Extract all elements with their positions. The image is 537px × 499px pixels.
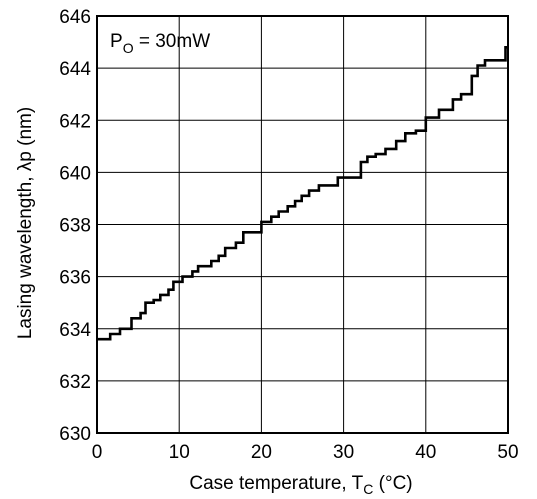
grid-lines <box>97 16 508 433</box>
annotation-prefix: P <box>110 31 123 52</box>
x-tick-label: 40 <box>415 442 436 463</box>
x-tick-label: 30 <box>333 442 354 463</box>
annotation-suffix: = 30mW <box>134 31 211 52</box>
series-line-0 <box>97 45 508 341</box>
x-tick-label: 0 <box>92 442 103 463</box>
x-tick-label: 10 <box>169 442 190 463</box>
x-tick-labels: 0 10 20 30 40 50 <box>92 442 519 463</box>
y-tick-label: 638 <box>59 216 91 237</box>
x-axis-title-unit: (°C) <box>373 473 412 494</box>
x-tick-label: 20 <box>251 442 272 463</box>
x-axis-title: Case temperature, TC (°C) <box>189 473 412 497</box>
x-axis-title-subscript: C <box>363 481 373 497</box>
y-tick-label: 632 <box>59 372 91 393</box>
y-tick-label: 636 <box>59 268 91 289</box>
power-annotation: PO = 30mW <box>110 31 210 56</box>
y-tick-label: 634 <box>59 320 91 341</box>
y-tick-labels: 630 632 634 636 638 640 642 644 646 <box>59 7 91 445</box>
plot-frame <box>96 15 509 434</box>
annotation-subscript: O <box>123 40 134 56</box>
y-tick-label: 640 <box>59 163 91 184</box>
x-tick-label: 50 <box>497 442 518 463</box>
y-tick-label: 630 <box>59 424 91 445</box>
y-axis-title: Lasing wavelength, λp (nm) <box>15 107 36 339</box>
series-layer <box>97 45 508 341</box>
y-tick-label: 646 <box>59 7 91 28</box>
x-axis-title-main: Case temperature, T <box>189 473 363 494</box>
y-tick-label: 642 <box>59 111 91 132</box>
y-tick-label: 644 <box>59 59 91 80</box>
